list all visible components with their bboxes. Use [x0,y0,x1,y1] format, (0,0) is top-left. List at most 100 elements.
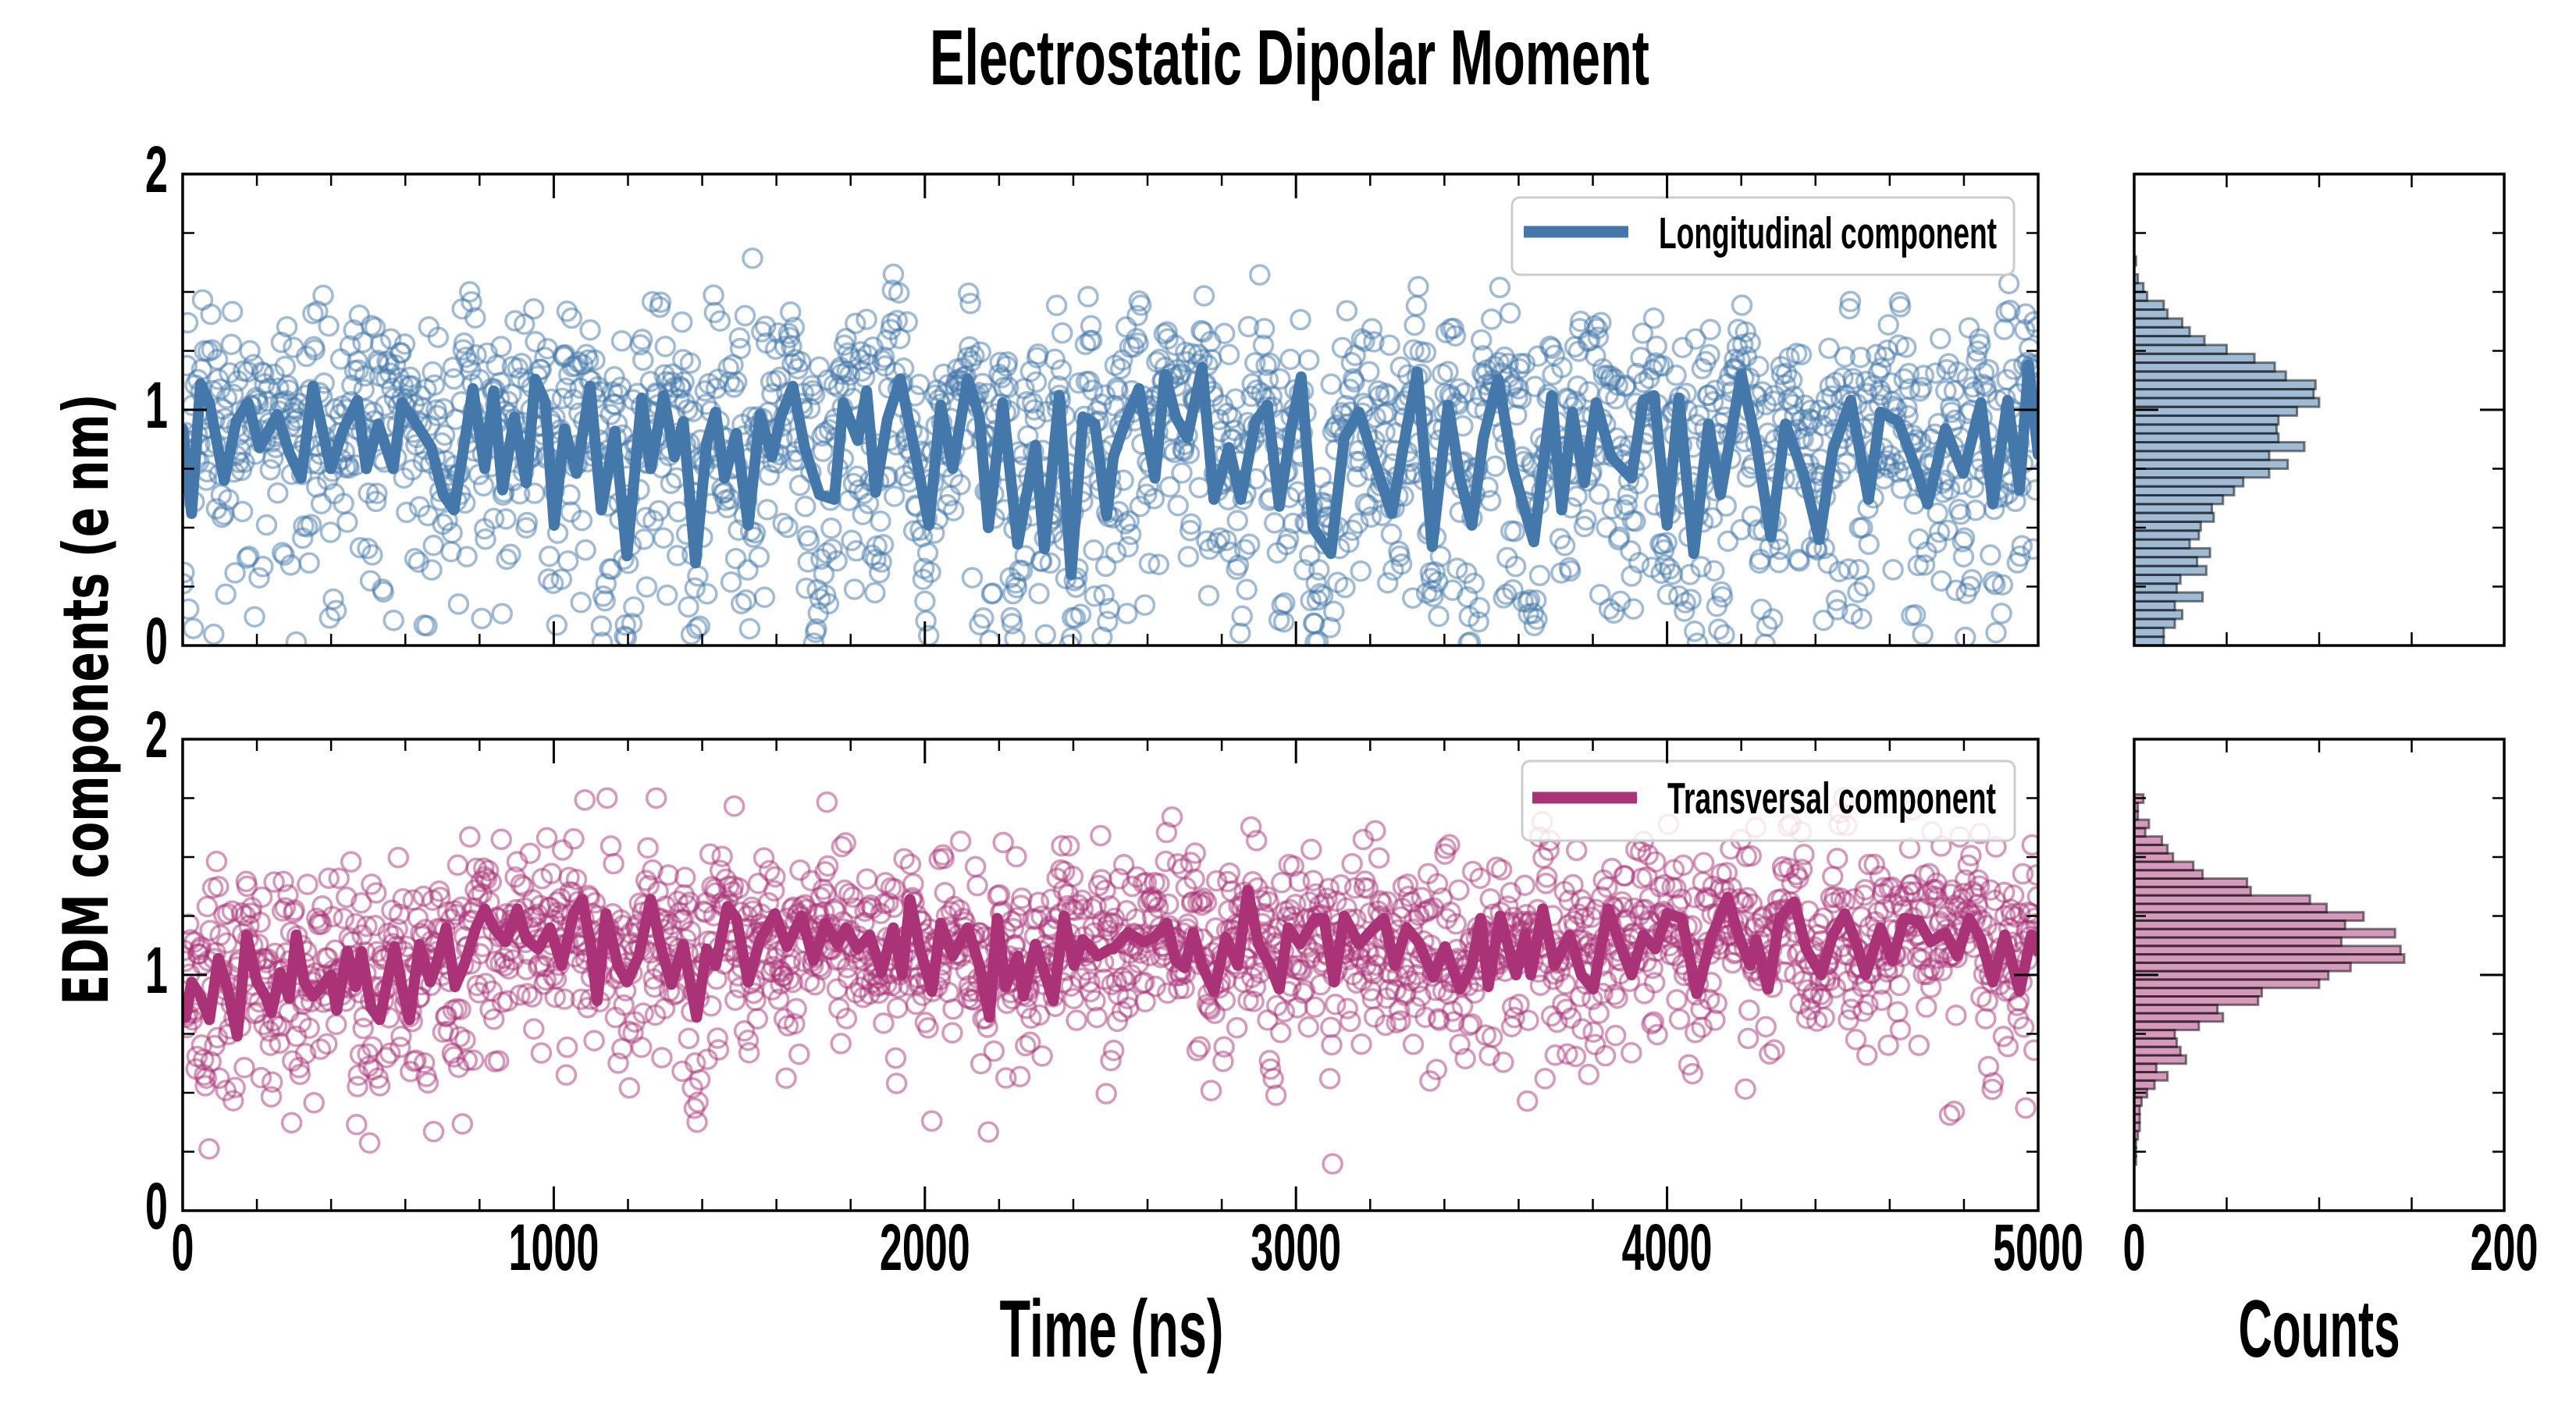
scatter-point [1297,349,1320,371]
scatter-point [244,606,265,628]
scatter-point [1214,989,1236,1012]
scatter-point [1177,546,1200,567]
scatter-point [1554,973,1577,995]
scatter-point [942,998,964,1020]
scatter-point [720,571,742,593]
scatter-point [537,568,560,590]
scatter-point [1489,276,1511,299]
scatter-point [2023,311,2038,333]
scatter-point [1105,542,1127,564]
scatter-point [1508,993,1530,1016]
scatter-point [744,521,767,544]
scatter-point [613,994,635,1016]
scatter-point [365,882,387,904]
scatter-point [1877,314,1899,336]
scatter-point [1908,1034,1930,1056]
scatter-point [283,899,305,921]
scatter-point [688,1069,711,1091]
scatter-point [565,868,588,891]
scatter-point [1999,299,2021,322]
scatter-point [1543,344,1566,366]
scatter-point [1916,996,1937,1018]
scatter-point [699,843,721,865]
histogram-bar [2133,405,2299,418]
scatter-point [1464,982,1485,1004]
scatter-point [1980,544,2001,566]
scatter-point [487,1050,510,1072]
scatter-point [883,486,906,507]
scatter-point [649,291,672,313]
scatter-point [1318,1068,1341,1090]
scatter-point [1218,343,1240,365]
scatter-point [1215,529,1237,552]
scatter-point [733,1019,756,1042]
scatter-point [893,848,915,870]
scatter-point [1497,895,1519,917]
scatter-point [1252,334,1275,357]
scatter-point [1323,600,1345,623]
scatter-point [784,1012,806,1035]
legend-frame [1510,196,2016,276]
scatter-point [615,627,638,646]
scatter-point [635,576,658,598]
scatter-point [1439,834,1461,856]
scatter-point [525,331,546,353]
scatter-point [884,1047,907,1069]
scatter-point [961,567,984,589]
scatter-point [835,327,857,350]
histogram-bar [2133,414,2280,426]
histogram-bar [2133,325,2191,338]
scatter-point [461,290,482,313]
scatter-point [263,363,285,386]
scatter-point [618,1077,641,1099]
scatter-point [856,308,877,330]
scatter-point [409,385,432,407]
scatter-point [384,354,407,376]
histogram-bar [2133,432,2280,444]
scatter-point [1943,1100,1966,1122]
scatter-point [447,593,470,615]
scatter-point [785,998,807,1020]
scatter-point [450,998,471,1020]
histogram-bar [2133,494,2225,506]
scatter-point [998,376,1019,399]
scatter-point [1336,300,1358,322]
scatter-point [1258,891,1279,913]
scatter-point [490,828,512,851]
scatter-point [413,1051,436,1074]
histogram-bar [2133,1003,2219,1015]
scatter-point [1321,1033,1343,1056]
scatter-point [1830,887,1852,909]
scatter-point [949,831,972,852]
scatter-point [454,1029,476,1051]
scatter-point [1685,328,1706,350]
scatter-point [1429,545,1452,567]
histogram-bar [2133,919,2347,930]
scatter-point [1225,388,1247,410]
scatter-point [1493,1051,1514,1073]
scatter-point [1117,535,1139,558]
scatter-point [1825,589,1848,611]
scatter-point [1954,869,1976,891]
scatter-point [482,1008,505,1030]
histogram-bar [2133,503,2213,514]
scatter-point [958,282,980,304]
x-tick-label: 5000 [1993,1211,2083,1284]
scatter-point [1503,1006,1525,1029]
scatter-point [1517,591,1539,614]
scatter-point [1184,842,1206,864]
scatter-point [1461,1012,1483,1035]
transversal-timeseries-panel: Transversal component 2 1 0 0 1000 2000 … [145,698,2083,1375]
histogram-bar [2133,290,2149,302]
histogram-bar [2133,564,2208,576]
scatter-point [1024,408,1047,430]
scatter-point [788,475,811,496]
scatter-point [936,493,959,516]
scatter-point [843,578,866,600]
scatter-point [777,968,800,991]
scatter-point [183,311,199,334]
scatter-point [358,1132,381,1154]
scatter-point [1269,368,1291,390]
scatter-point [1488,351,1510,374]
scatter-point [1119,523,1142,546]
